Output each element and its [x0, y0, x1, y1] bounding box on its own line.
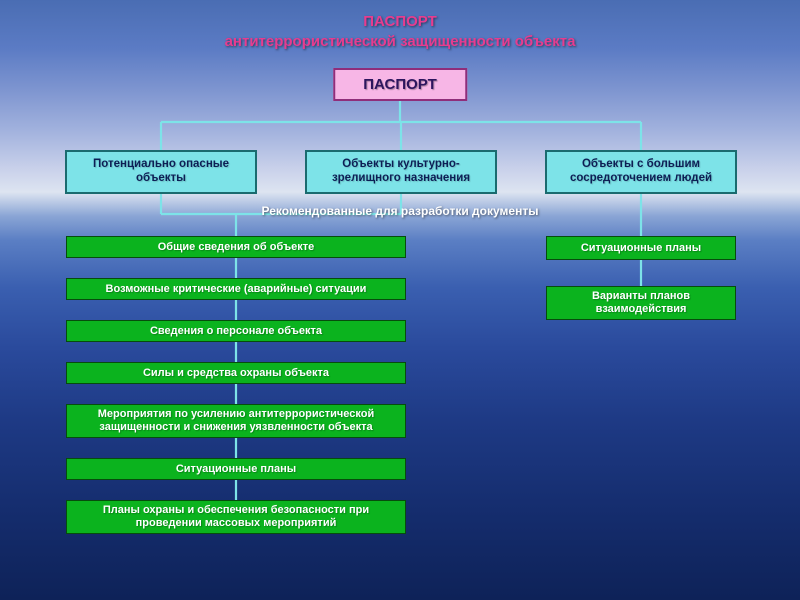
category-dangerous-objects: Потенциально опасные объекты	[65, 150, 257, 194]
title-line-1: ПАСПОРТ	[0, 12, 800, 32]
doc-item-right-1: Варианты планов взаимодействия	[546, 286, 736, 320]
doc-item-left-4: Мероприятия по усилению антитеррористиче…	[66, 404, 406, 438]
doc-item-left-6: Планы охраны и обеспечения безопасности …	[66, 500, 406, 534]
root-node-passport: ПАСПОРТ	[333, 68, 467, 101]
doc-item-left-1: Возможные критические (аварийные) ситуац…	[66, 278, 406, 300]
recommended-docs-label: Рекомендованные для разработки документы	[262, 204, 539, 218]
category-cultural-objects: Объекты культурно-зрелищного назначения	[305, 150, 497, 194]
doc-item-right-0: Ситуационные планы	[546, 236, 736, 260]
doc-item-left-3: Силы и средства охраны объекта	[66, 362, 406, 384]
doc-item-left-5: Ситуационные планы	[66, 458, 406, 480]
title-line-2: антитеррористической защищенности объект…	[0, 32, 800, 52]
category-crowded-objects: Объекты с большим сосредоточением людей	[545, 150, 737, 194]
doc-item-left-2: Сведения о персонале объекта	[66, 320, 406, 342]
diagram-title: ПАСПОРТ антитеррористической защищенност…	[0, 0, 800, 53]
doc-item-left-0: Общие сведения об объекте	[66, 236, 406, 258]
